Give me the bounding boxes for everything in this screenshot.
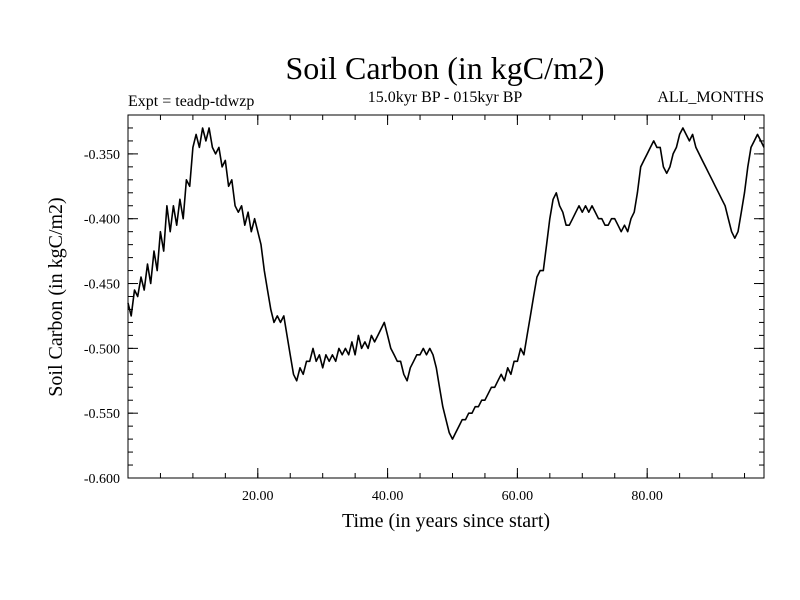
y-tick-label: -0.600 <box>84 472 120 487</box>
x-tick-label: 80.00 <box>631 489 663 504</box>
x-tick-label: 20.00 <box>242 489 274 504</box>
x-tick-label: 40.00 <box>372 489 404 504</box>
y-tick-label: -0.550 <box>84 407 120 422</box>
y-tick-label: -0.450 <box>84 278 120 293</box>
months-label: ALL_MONTHS <box>657 89 764 106</box>
series-line <box>127 127 765 440</box>
series-group <box>127 127 765 440</box>
period-label: 15.0kyr BP - 015kyr BP <box>367 89 523 106</box>
x-tick-label: 60.00 <box>502 489 534 504</box>
x-axis-label: Time (in years since start) <box>341 510 551 532</box>
y-tick-label: -0.500 <box>84 342 120 357</box>
axis-ticks: 20.00 40.00 60.00 80.00 -0.600 -0.550 -0.500 -0… <box>84 115 764 504</box>
y-tick-label: -0.350 <box>84 148 120 163</box>
experiment-label: Expt = teadp-tdwzp <box>128 93 255 110</box>
chart-title: Soil Carbon (in kgC/m2) <box>285 50 605 86</box>
y-tick-label: -0.400 <box>84 213 120 228</box>
